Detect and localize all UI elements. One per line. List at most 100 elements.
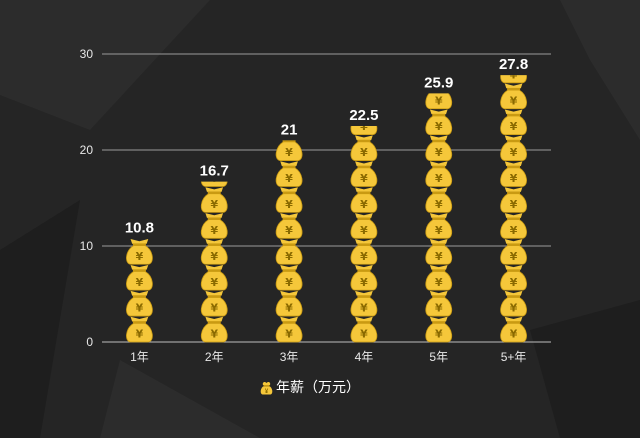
bar: ¥ ¥ ¥ ¥ ¥ ¥ ¥ — [200, 181, 228, 343]
money-bag-yen-icon: ¥ — [275, 316, 303, 343]
x-tick-label: 3年 — [280, 350, 299, 364]
svg-text:¥: ¥ — [435, 146, 443, 159]
svg-text:¥: ¥ — [265, 389, 269, 395]
money-bag-yen-icon: ¥ — [275, 187, 303, 213]
money-bag-yen-icon: ¥ — [275, 213, 303, 239]
svg-text:¥: ¥ — [510, 302, 518, 315]
money-bag-yen-icon: ¥ — [350, 239, 378, 265]
money-bag-yen-icon: ¥ — [425, 187, 453, 213]
x-axis-categories: 1年 2年 3年 4年 5年 5+年 — [130, 350, 526, 364]
y-tick-label: 0 — [86, 335, 93, 349]
svg-text:¥: ¥ — [510, 94, 518, 107]
y-tick-label: 20 — [80, 143, 94, 157]
money-bag-yen-icon: ¥ — [200, 187, 228, 213]
svg-text:¥: ¥ — [510, 224, 518, 237]
y-tick-label: 30 — [80, 47, 94, 61]
svg-text:¥: ¥ — [360, 250, 368, 263]
svg-text:¥: ¥ — [510, 146, 518, 159]
svg-text:¥: ¥ — [510, 68, 518, 81]
bar: ¥ ¥ ¥ ¥ ¥ ¥ ¥ ¥ ¥ ¥ — [425, 93, 453, 343]
svg-text:¥: ¥ — [285, 276, 293, 289]
svg-text:¥: ¥ — [285, 198, 293, 211]
svg-text:¥: ¥ — [285, 302, 293, 315]
money-bag-yen-icon: ¥ — [350, 135, 378, 161]
svg-text:¥: ¥ — [435, 328, 443, 341]
data-labels: 10.8 16.7 21 22.5 25.9 27.8 — [125, 56, 528, 236]
data-label: 25.9 — [424, 74, 453, 91]
svg-text:¥: ¥ — [435, 198, 443, 211]
svg-text:¥: ¥ — [510, 198, 518, 211]
money-bag-yen-icon: ¥ — [350, 213, 378, 239]
money-bag-yen-icon: ¥ — [275, 161, 303, 187]
legend-label: 年薪（万元） — [276, 379, 360, 395]
money-bag-yen-icon: ¥ — [350, 316, 378, 343]
svg-text:¥: ¥ — [510, 276, 518, 289]
money-bag-yen-icon: ¥ — [425, 213, 453, 239]
x-tick-label: 1年 — [130, 350, 149, 364]
legend: ¥ 年薪（万元） — [260, 379, 360, 395]
money-bag-yen-icon: ¥ — [425, 93, 453, 110]
money-bag-yen-icon: ¥ — [275, 290, 303, 317]
svg-text:¥: ¥ — [360, 302, 368, 315]
money-bag-yen-icon: ¥ — [350, 120, 378, 136]
money-bag-yen-icon: ¥ — [500, 213, 527, 239]
svg-text:¥: ¥ — [136, 276, 144, 289]
money-bag-yen-icon: ¥ — [350, 161, 378, 187]
money-bag-yen-icon: ¥ — [500, 83, 527, 110]
data-label: 27.8 — [499, 56, 528, 73]
money-bag-yen-icon: ¥ — [425, 239, 453, 265]
svg-text:¥: ¥ — [285, 146, 293, 159]
money-bag-yen-icon: ¥ — [126, 239, 153, 265]
svg-text:¥: ¥ — [435, 250, 443, 263]
svg-text:¥: ¥ — [210, 198, 218, 211]
money-bag-yen-icon: ¥ — [200, 213, 228, 239]
money-bag-yen-icon: ¥ — [500, 239, 527, 265]
money-bag-yen-icon: ¥ — [425, 316, 453, 343]
gridlines — [102, 53, 551, 343]
money-bag-yen-icon: ¥ — [275, 264, 303, 291]
money-bag-yen-icon: ¥ — [200, 316, 228, 343]
svg-text:¥: ¥ — [360, 172, 368, 185]
money-bag-yen-icon: ¥ — [200, 181, 228, 187]
svg-text:¥: ¥ — [435, 172, 443, 185]
money-bag-yen-icon: ¥ — [500, 187, 527, 213]
svg-text:¥: ¥ — [210, 276, 218, 289]
data-label: 10.8 — [125, 219, 154, 236]
svg-text:¥: ¥ — [510, 172, 518, 185]
money-bag-yen-icon: ¥ — [425, 264, 453, 291]
svg-text:¥: ¥ — [435, 276, 443, 289]
bar: ¥ ¥ ¥ ¥ ¥ ¥ ¥ ¥ ¥ — [350, 120, 378, 343]
svg-text:¥: ¥ — [435, 120, 443, 133]
svg-text:¥: ¥ — [210, 224, 218, 237]
svg-text:¥: ¥ — [136, 302, 144, 315]
money-bag-yen-icon: ¥ — [126, 290, 153, 317]
svg-text:¥: ¥ — [435, 94, 443, 107]
bar: ¥ ¥ ¥ ¥ ¥ ¥ ¥ ¥ — [275, 140, 303, 343]
svg-text:¥: ¥ — [360, 120, 368, 133]
svg-text:¥: ¥ — [285, 172, 293, 185]
svg-text:¥: ¥ — [360, 224, 368, 237]
svg-text:¥: ¥ — [435, 224, 443, 237]
data-label: 21 — [281, 121, 298, 138]
money-bag-yen-icon: ¥ — [200, 290, 228, 317]
svg-text:¥: ¥ — [210, 328, 218, 341]
svg-text:¥: ¥ — [360, 146, 368, 159]
data-label: 16.7 — [200, 163, 229, 180]
svg-text:¥: ¥ — [360, 328, 368, 341]
svg-text:¥: ¥ — [136, 250, 144, 263]
svg-text:¥: ¥ — [285, 328, 293, 341]
y-tick-label: 10 — [80, 239, 94, 253]
money-bag-yen-icon: ¥ — [500, 290, 527, 317]
money-bag-yen-icon: ¥ — [275, 239, 303, 265]
money-bag-yen-icon: ¥ — [425, 161, 453, 187]
money-bag-yen-icon: ¥ — [350, 187, 378, 213]
svg-text:¥: ¥ — [285, 250, 293, 263]
money-bag-yen-icon: ¥ — [350, 290, 378, 317]
svg-text:¥: ¥ — [136, 328, 144, 341]
y-axis-ticks: 0 10 20 30 — [80, 47, 94, 349]
bars: ¥¥¥¥¥¥¥¥¥¥¥¥¥¥¥¥¥¥¥¥¥¥¥¥¥¥¥¥¥¥¥¥¥¥¥¥¥¥¥¥… — [126, 68, 527, 343]
svg-text:¥: ¥ — [360, 198, 368, 211]
svg-text:¥: ¥ — [510, 328, 518, 341]
